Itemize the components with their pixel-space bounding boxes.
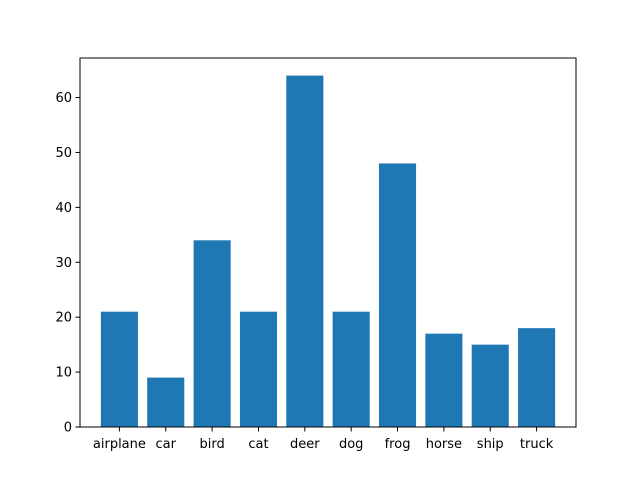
x-tick-label: airplane [93,437,146,452]
x-tick-label: deer [290,437,320,452]
y-tick-label: 0 [64,421,72,436]
x-tick-label: bird [199,437,224,452]
x-tick-label: horse [426,437,462,452]
bars-group [100,75,556,428]
bar-horse [425,333,463,427]
plot-frame [79,57,577,428]
x-axis: airplane car bird cat deer dog frog horse ship tr… [93,427,554,452]
bar-airplane [100,311,138,427]
bar-bird [193,240,231,427]
bar-frog [378,163,417,427]
y-axis: 0 10 20 30 40 50 60 [55,91,80,436]
y-tick-label: 40 [55,201,72,216]
y-tick-label: 20 [55,311,72,326]
bar-truck [518,328,556,427]
x-tick-label: cat [248,437,268,452]
bar-dog [332,311,370,427]
x-tick-label: car [156,437,177,452]
bar-deer [286,75,324,428]
y-tick-label: 60 [55,91,72,106]
x-tick-label: dog [339,437,363,452]
x-tick-label: frog [385,437,411,452]
y-tick-label: 50 [55,146,72,161]
x-tick-label: ship [477,437,504,452]
y-tick-label: 30 [55,256,72,271]
bar-cat [239,311,278,427]
y-tick-label: 10 [55,366,72,381]
bar-car [147,377,185,427]
bar-ship [471,344,509,427]
x-tick-label: truck [520,437,554,452]
